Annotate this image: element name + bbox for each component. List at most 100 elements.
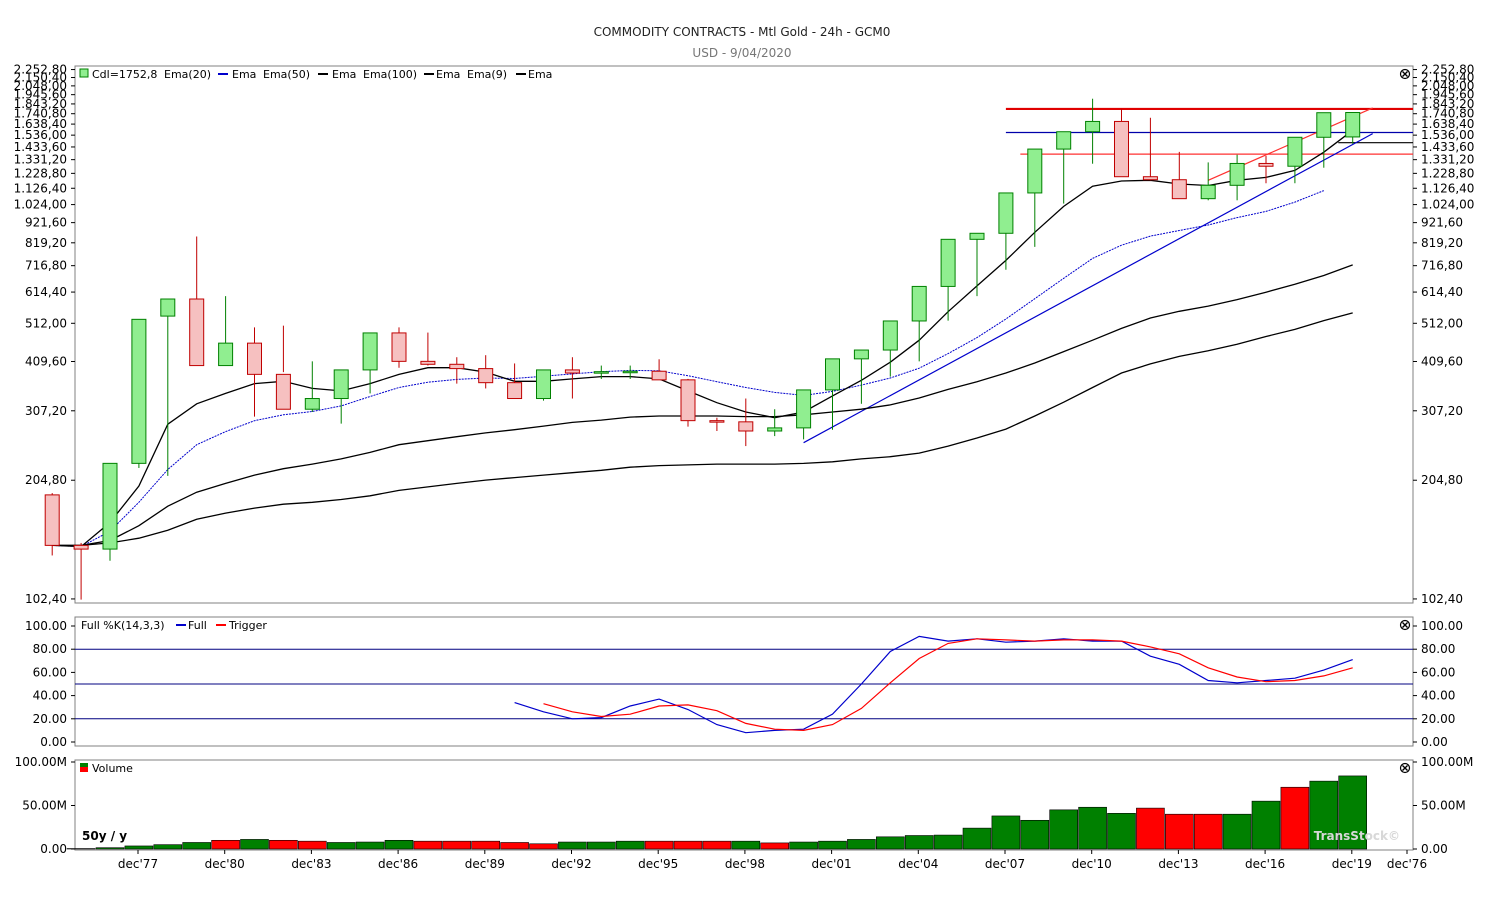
legend-ema-label-1: Ema — [232, 68, 256, 81]
volume-bar — [1309, 780, 1339, 850]
candle-body — [218, 342, 234, 367]
stoch-tick-label-right: 60.00 — [1421, 665, 1455, 679]
candle-body — [1345, 112, 1361, 138]
close-volume-panel-button[interactable] — [1399, 762, 1411, 774]
candle-body — [420, 360, 436, 365]
close-stochastic-panel-button[interactable] — [1399, 619, 1411, 631]
x-tick-label: dec'95 — [638, 857, 678, 871]
volume-bar — [529, 843, 558, 850]
price-panel[interactable] — [74, 65, 1414, 604]
stoch-tick-label-left: 80.00 — [33, 642, 67, 656]
price-tick-label-left: 1.024,00 — [14, 198, 67, 212]
candle-body — [853, 349, 869, 360]
volume-bar — [1251, 800, 1281, 850]
volume-bar — [442, 840, 472, 850]
stoch-tick-label-left: 60.00 — [33, 665, 67, 679]
price-tick-label-right: 1.945,60 — [1421, 88, 1474, 102]
candle-body — [911, 285, 927, 322]
price-tick-label-left: 409,60 — [25, 355, 67, 369]
volume-bars: 0.00 0.00 50.00M 50.00M 100.00M 100.00M — [15, 755, 1474, 856]
stoch-line-trigger — [543, 638, 1353, 732]
candle-body — [998, 192, 1014, 234]
price-tick-label-left: 1.740,80 — [14, 107, 67, 121]
candle-body — [1056, 131, 1072, 150]
close-price-panel-button[interactable] — [1399, 68, 1411, 80]
volume-bar — [586, 841, 616, 850]
price-tick-label-right: 1.536,00 — [1421, 128, 1474, 142]
volume-bar — [413, 840, 443, 850]
candle-body — [333, 369, 349, 400]
price-tick-label-right: 614,40 — [1421, 285, 1463, 299]
candle-body — [391, 332, 407, 362]
legend-volume-swatch-down — [80, 767, 88, 772]
candle-body — [767, 427, 783, 432]
volume-bar — [847, 839, 876, 850]
volume-bar — [95, 847, 125, 850]
x-tick-label: dec'07 — [985, 857, 1025, 871]
volume-tick-label-left: 100.00M — [15, 755, 67, 769]
ema-line-ema100 — [52, 312, 1353, 547]
legend-ema-label-2: Ema — [332, 68, 356, 81]
candle-body — [189, 298, 205, 367]
candle-body — [1258, 162, 1274, 167]
price-tick-label-right: 204,80 — [1421, 473, 1463, 487]
price-legend: Cdl=1752,8 Ema(20) Ema Ema(50) Ema Ema(1… — [79, 68, 552, 81]
x-tick-label: dec'04 — [898, 857, 938, 871]
candle-body — [247, 342, 262, 375]
candle-body — [449, 363, 465, 370]
stochastic-panel-frame — [74, 616, 1414, 747]
price-tick-label-left: 1.536,00 — [14, 128, 67, 142]
price-tick-label-right: 1.740,80 — [1421, 107, 1474, 121]
candles — [44, 98, 1361, 600]
candle-body — [507, 382, 523, 400]
price-tick-label-left: 2.048,00 — [14, 79, 67, 93]
stoch-tick-label-left: 0.00 — [40, 735, 67, 749]
price-tick-label-left: 307,20 — [25, 404, 67, 418]
legend-ema20-label: Ema(20) — [164, 68, 211, 81]
volume-tick-label-right: 0.00 — [1421, 842, 1448, 856]
legend-trigger-label: Trigger — [228, 619, 267, 632]
price-tick-label-left: 204,80 — [25, 473, 67, 487]
candle-body — [564, 369, 580, 374]
candle-body — [1027, 148, 1043, 194]
price-tick-label-left: 1.126,40 — [14, 181, 67, 195]
stoch-tick-label-right: 20.00 — [1421, 712, 1455, 726]
volume-bar — [182, 842, 211, 850]
candle-body — [593, 371, 609, 374]
trend-line-rising-blue — [803, 133, 1373, 444]
volume-bar — [1280, 786, 1310, 850]
candle-body — [940, 238, 956, 287]
legend-ema-label-3: Ema — [436, 68, 460, 81]
price-tick-label-left: 1.843,20 — [14, 97, 67, 111]
candle-body — [680, 379, 696, 422]
price-tick-label-left: 2.252,80 — [14, 63, 67, 77]
legend-volume-swatch-up — [80, 763, 88, 767]
price-tick-label-right: 512,00 — [1421, 316, 1463, 330]
candle-body — [160, 298, 176, 317]
candle-body — [275, 373, 291, 410]
volume-bar — [1222, 813, 1252, 850]
price-tick-label-left: 716,80 — [25, 259, 67, 273]
volume-bar — [962, 827, 992, 850]
volume-bar — [1193, 813, 1223, 850]
stochastic-panel[interactable] — [74, 616, 1414, 747]
candle-body — [304, 398, 320, 410]
price-tick-label-right: 1.228,80 — [1421, 166, 1474, 180]
stoch-tick-label-left: 40.00 — [33, 689, 67, 703]
candle-body — [131, 318, 147, 464]
volume-bar — [1136, 807, 1165, 850]
volume-bar — [731, 840, 761, 850]
price-tick-label-right: 2.252,80 — [1421, 63, 1474, 77]
chart-title: COMMODITY CONTRACTS - Mtl Gold - 24h - G… — [594, 25, 891, 39]
volume-bar — [153, 844, 183, 850]
candle-body — [1287, 136, 1303, 167]
volume-bar — [355, 841, 385, 850]
candle-body — [1085, 120, 1101, 133]
volume-bar — [644, 840, 674, 850]
stoch-tick-label-left: 20.00 — [33, 712, 67, 726]
price-tick-label-right: 1.433,60 — [1421, 140, 1474, 154]
ema-lines — [52, 129, 1354, 548]
volume-bar — [818, 840, 847, 850]
price-tick-label-right: 307,20 — [1421, 404, 1463, 418]
x-tick-label: dec'13 — [1158, 857, 1198, 871]
